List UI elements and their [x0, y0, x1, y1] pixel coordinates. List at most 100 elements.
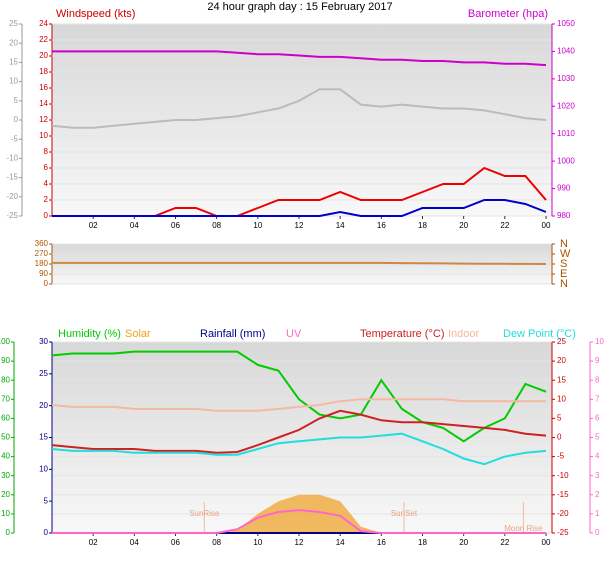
page-title: 24 hour graph day : 15 February 2017: [207, 1, 392, 13]
y-tick-label: 3: [595, 471, 600, 480]
y-tick-label: 20: [39, 51, 48, 60]
y-tick-label: 0: [44, 528, 49, 537]
y-tick-label: N: [560, 238, 568, 250]
y-tick-label: 9: [595, 356, 600, 365]
x-tick-label: 04: [130, 538, 139, 547]
y-tick-label: 8: [595, 375, 600, 384]
y-tick-label: -5: [11, 134, 19, 143]
y-tick-label: 10: [39, 464, 48, 473]
x-tick-label: 06: [171, 538, 180, 547]
y-tick-label: 5: [14, 96, 19, 105]
y-tick-label: 14: [39, 99, 48, 108]
y-tick-label: 1: [595, 509, 600, 518]
x-tick-label: 12: [295, 538, 304, 547]
y-tick-label: 22: [39, 35, 48, 44]
y-tick-label: 270: [35, 249, 49, 258]
y-tick-label: 40: [1, 452, 10, 461]
x-tick-label: 16: [377, 221, 386, 230]
x-tick-label: 14: [336, 538, 345, 547]
y-tick-label: -10: [557, 471, 569, 480]
y-tick-label: 25: [9, 19, 18, 28]
y-tick-label: 25: [39, 369, 48, 378]
y-tick-label: 5: [557, 414, 562, 423]
y-tick-label: 0: [44, 279, 49, 288]
y-tick-label: 8: [44, 147, 49, 156]
y-tick-label: 2: [595, 490, 600, 499]
y-tick-label: 10: [557, 394, 566, 403]
y-tick-label: 4: [44, 179, 49, 188]
y-tick-label: 4: [595, 452, 600, 461]
y-tick-label: -25: [557, 528, 569, 537]
y-tick-label: -5: [557, 452, 565, 461]
y-tick-label: 990: [557, 184, 571, 193]
x-tick-label: 22: [500, 221, 509, 230]
annotation: Moon Rise: [504, 524, 543, 533]
y-tick-label: W: [560, 248, 571, 260]
legend-entry: Solar: [125, 328, 151, 340]
series-line: [51, 398, 546, 412]
y-tick-label: 1030: [557, 74, 575, 83]
y-tick-label: 0: [14, 115, 19, 124]
y2-axis-title: Barometer (hpa): [468, 8, 548, 20]
y-tick-label: S: [560, 258, 567, 270]
y-tick-label: -10: [6, 154, 18, 163]
y-tick-label: 980: [557, 211, 571, 220]
y-tick-label: 1000: [557, 156, 575, 165]
x-tick-label: 22: [500, 538, 509, 547]
y-tick-label: 15: [39, 433, 48, 442]
y-tick-label: 0: [595, 528, 600, 537]
y-tick-label: 10: [1, 509, 10, 518]
y-tick-label: 10: [9, 77, 18, 86]
y-tick-label: 1040: [557, 47, 575, 56]
y-tick-label: -20: [557, 509, 569, 518]
y-tick-label: 0: [6, 528, 11, 537]
y-tick-label: E: [560, 268, 567, 280]
series-line: [51, 432, 547, 466]
x-tick-label: 18: [418, 221, 427, 230]
y-tick-label: 90: [1, 356, 10, 365]
y-tick-label: 360: [35, 239, 49, 248]
y-tick-label: 6: [595, 414, 600, 423]
x-tick-label: 16: [377, 538, 386, 547]
x-tick-label: 06: [171, 221, 180, 230]
y-tick-label: 10: [595, 337, 604, 346]
x-tick-label: 04: [130, 221, 139, 230]
legend-entry: Temperature (°C): [360, 328, 444, 340]
y-tick-label: 7: [595, 394, 600, 403]
y-tick-label: 1050: [557, 19, 575, 28]
y-tick-label: 180: [35, 259, 49, 268]
y-tick-label: 15: [557, 375, 566, 384]
y-tick-label: 100: [0, 337, 11, 346]
y-tick-label: 25: [557, 337, 566, 346]
y-tick-label: 6: [44, 163, 49, 172]
legend-entry: Dew Point (°C): [503, 328, 576, 340]
y-tick-label: 50: [1, 433, 10, 442]
y-tick-label: 90: [39, 269, 48, 278]
y-tick-label: 2: [44, 195, 49, 204]
series-line: [51, 88, 547, 129]
legend-entry: Humidity (%): [58, 328, 121, 340]
y-tick-label: 60: [1, 414, 10, 423]
series-line: [52, 50, 547, 67]
y-tick-label: 18: [39, 67, 48, 76]
y-tick-label: -20: [6, 192, 18, 201]
x-tick-label: 02: [89, 538, 98, 547]
y-tick-label: 15: [9, 58, 18, 67]
y-tick-label: 24: [39, 19, 48, 28]
x-tick-label: 20: [459, 538, 468, 547]
x-tick-label: 20: [459, 221, 468, 230]
y-tick-label: 20: [1, 490, 10, 499]
x-tick-label: 00: [542, 538, 551, 547]
y-tick-label: 16: [39, 83, 48, 92]
y-tick-label: -15: [557, 490, 569, 499]
y-tick-label: -15: [6, 173, 18, 182]
series-line: [52, 261, 547, 265]
y-tick-label: N: [560, 278, 568, 290]
y-tick-label: -25: [6, 211, 18, 220]
y-tick-label: 0: [44, 211, 49, 220]
y-tick-label: 1020: [557, 101, 575, 110]
series-line: [51, 409, 547, 454]
x-tick-label: 12: [295, 221, 304, 230]
x-tick-label: 08: [212, 538, 221, 547]
